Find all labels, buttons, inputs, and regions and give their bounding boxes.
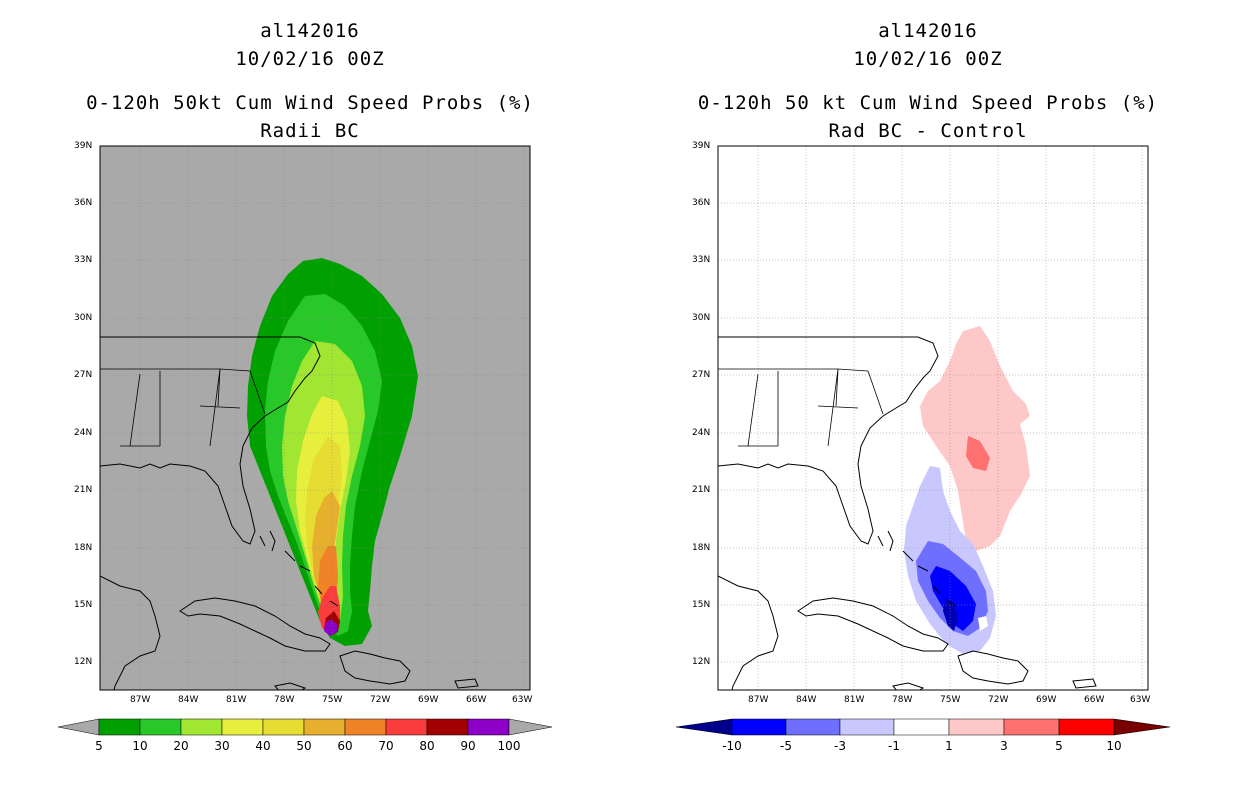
left-lat-label: 33N (74, 255, 93, 265)
right-lon-label: 87W (748, 695, 769, 705)
left-title-product: 0-120h 50kt Cum Wind Speed Probs (%) (86, 92, 534, 114)
left-lon-label: 63W (512, 695, 533, 705)
diff-m5-area (930, 566, 976, 631)
cb-left-swatch-20 (180, 718, 223, 736)
cb-left-label: 30 (214, 739, 230, 753)
cb-left-label: 20 (173, 739, 189, 753)
left-lon-label: 81W (226, 695, 247, 705)
right-lon-label: 75W (940, 695, 961, 705)
cb-left-swatch-90 (467, 718, 510, 736)
cb-left-swatch-70 (385, 718, 428, 736)
cb-left-label: 70 (378, 739, 394, 753)
cb-right-swatch-m3 (839, 718, 895, 736)
colorbar-left-over (508, 718, 553, 736)
left-lat-label: 15N (74, 600, 93, 610)
diff-p1-area (920, 326, 1030, 551)
cb-left-label: 40 (255, 739, 271, 753)
cb-left-swatch-50 (303, 718, 346, 736)
colorbar-left (57, 718, 553, 736)
cb-right-label: 10 (1106, 739, 1122, 753)
left-lon-label: 78W (274, 695, 295, 705)
cb-right-label: -1 (888, 739, 900, 753)
left-lon-label: 84W (178, 695, 199, 705)
left-lat-label: 12N (74, 657, 93, 667)
right-lat-label: 39N (692, 141, 711, 151)
cb-left-label: 10 (132, 739, 148, 753)
cb-right-label: -3 (834, 739, 846, 753)
left-lat-label: 36N (74, 198, 93, 208)
left-title-date: 10/02/16 00Z (235, 48, 385, 70)
right-map-frame (717, 145, 1149, 691)
cb-right-label: 1 (945, 739, 953, 753)
right-lat-label: 12N (692, 657, 711, 667)
right-lat-label: 15N (692, 600, 711, 610)
right-lon-label: 81W (844, 695, 865, 705)
cb-left-label: 90 (460, 739, 476, 753)
colorbar-right-under (675, 718, 733, 736)
cb-right-swatch-m10 (731, 718, 787, 736)
cb-right-swatch-p1 (948, 718, 1005, 736)
cb-left-label: 60 (337, 739, 353, 753)
left-lat-label: 18N (74, 543, 93, 553)
colorbar-right (675, 718, 1171, 736)
right-lat-label: 33N (692, 255, 711, 265)
left-map (100, 146, 530, 690)
cb-right-swatch-m1 (893, 718, 950, 736)
cb-left-swatch-5 (98, 718, 141, 736)
right-title-product: 0-120h 50 kt Cum Wind Speed Probs (%) (697, 92, 1159, 114)
cb-right-swatch-p3 (1003, 718, 1060, 736)
colorbar-right-over (1113, 718, 1171, 736)
left-lat-label: 21N (74, 485, 93, 495)
right-lon-label: 78W (892, 695, 913, 705)
cb-left-swatch-10 (139, 718, 182, 736)
prob-90-contour (324, 619, 337, 636)
right-lat-label: 36N (692, 198, 711, 208)
cb-right-label: -10 (722, 739, 742, 753)
diff-m1-hole (978, 616, 988, 631)
left-lon-label: 66W (466, 695, 487, 705)
left-lon-label: 75W (322, 695, 343, 705)
cb-left-swatch-60 (344, 718, 387, 736)
cb-right-label: 5 (1055, 739, 1063, 753)
left-title-subtitle: Radii BC (260, 120, 360, 142)
right-lat-label: 24N (692, 428, 711, 438)
cb-right-swatch-m5 (785, 718, 841, 736)
right-lon-label: 72W (988, 695, 1009, 705)
cb-left-label: 50 (296, 739, 312, 753)
left-lon-label: 72W (370, 695, 391, 705)
diff-p3-area (966, 436, 990, 471)
left-map-frame (99, 145, 531, 691)
cb-right-label: -5 (780, 739, 792, 753)
left-lon-label: 69W (418, 695, 439, 705)
right-map (718, 146, 1148, 690)
cb-left-label: 5 (95, 739, 103, 753)
left-lat-label: 30N (74, 313, 93, 323)
cb-left-swatch-80 (426, 718, 469, 736)
right-lon-label: 84W (796, 695, 817, 705)
right-lat-label: 27N (692, 370, 711, 380)
cb-left-label: 100 (497, 739, 521, 753)
right-title-subtitle: Rad BC - Control (828, 120, 1028, 142)
left-lat-label: 39N (74, 141, 93, 151)
cb-left-swatch-30 (221, 718, 264, 736)
right-lat-label: 30N (692, 313, 711, 323)
diff-m10-area (943, 598, 958, 631)
cb-left-swatch-40 (262, 718, 305, 736)
right-lat-label: 18N (692, 543, 711, 553)
right-lon-label: 63W (1130, 695, 1151, 705)
cb-right-swatch-p5 (1058, 718, 1115, 736)
cb-left-label: 80 (419, 739, 435, 753)
right-lon-label: 66W (1084, 695, 1105, 705)
left-lat-label: 24N (74, 428, 93, 438)
cb-right-label: 3 (1000, 739, 1008, 753)
right-lon-label: 69W (1036, 695, 1057, 705)
left-title-storm: al142016 (260, 20, 360, 42)
left-lat-label: 27N (74, 370, 93, 380)
colorbar-left-under (57, 718, 100, 736)
right-title-storm: al142016 (878, 20, 978, 42)
left-lon-label: 87W (130, 695, 151, 705)
right-lat-label: 21N (692, 485, 711, 495)
right-title-date: 10/02/16 00Z (853, 48, 1003, 70)
